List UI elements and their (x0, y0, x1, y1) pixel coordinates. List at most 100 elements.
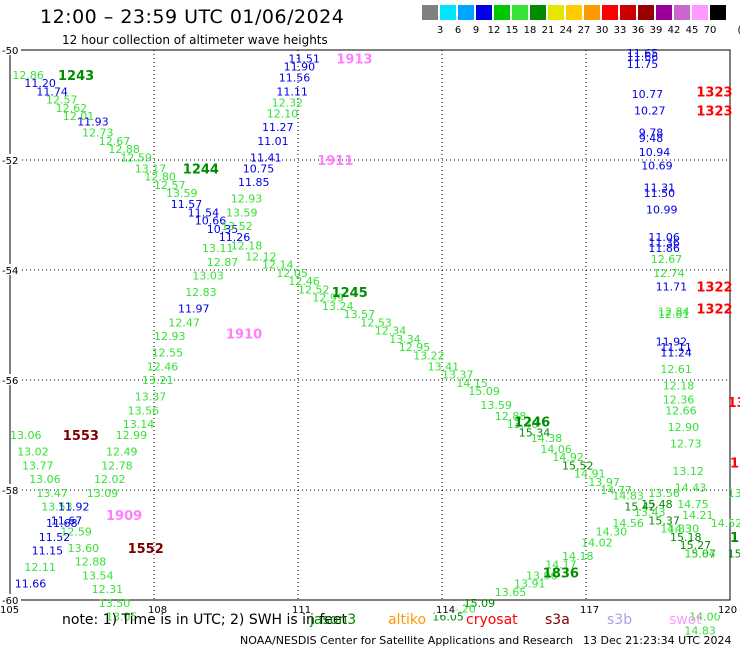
tick-bg (1, 44, 21, 55)
pass-label: 1322 (696, 303, 732, 318)
map-title: 12:00 – 23:59 UTC 01/06/2024 (40, 6, 345, 28)
swh-value: 12.80 (144, 171, 176, 184)
swh-value: 11.66 (627, 51, 659, 64)
lon-tick-label: 108 (148, 605, 167, 616)
pass-label: 1910 (226, 327, 262, 342)
swh-value: 13.22 (413, 349, 445, 362)
swh-value: 12.61 (660, 363, 692, 376)
swh-value: 14.75 (677, 498, 709, 511)
legend-tick-label: 9 (472, 25, 480, 36)
swh-value: 11.92 (58, 501, 90, 514)
lon-tick-label: 105 (0, 605, 19, 616)
pass-label: 1244 (183, 162, 219, 177)
swh-value: 14.92 (552, 451, 584, 464)
swh-value: 13.47 (36, 487, 68, 500)
map-subtitle: 12 hour collection of altimeter wave hei… (62, 33, 328, 47)
tick-bg (1, 374, 21, 385)
swh-value: 13.91 (514, 578, 546, 591)
swh-value: 10.27 (634, 105, 666, 118)
satellite-jason3: jason3 (310, 612, 357, 628)
swh-value: 11.11 (276, 85, 308, 98)
swh-value: 14.17 (545, 558, 577, 571)
swh-value: 14.00 (689, 611, 721, 624)
lon-tick-label: 120 (718, 605, 737, 616)
lat-tick-label: -52 (2, 156, 18, 167)
swh-value: 12.74 (653, 267, 685, 280)
swh-value: 12.88 (108, 143, 139, 156)
legend-swatch (422, 5, 438, 20)
swh-value: 14.21 (682, 509, 714, 522)
swh-value: 12.11 (24, 561, 56, 574)
swh-value: 15.34 (519, 426, 551, 439)
swh-value: 11.15 (32, 545, 63, 558)
swh-value: 12.57 (46, 94, 78, 107)
lat-tick-label: -56 (2, 376, 18, 387)
swh-value: 13.96 (526, 569, 558, 582)
swh-value: 12.73 (82, 127, 114, 140)
pass-label: 1321 (728, 396, 740, 411)
legend-swatch (602, 5, 618, 20)
legend-tick-label: 6 (454, 25, 462, 36)
swh-value: 13.03 (192, 270, 224, 283)
swh-value: 13.21 (142, 374, 174, 387)
swh-value: 12.90 (668, 421, 700, 434)
swh-value: 9.48 (639, 132, 664, 145)
swh-value: 10.66 (195, 215, 227, 228)
swh-value: 14.83 (612, 490, 644, 503)
swh-value: 11.24 (660, 347, 692, 360)
swh-value: 11.74 (36, 85, 68, 98)
pass-label: 1243 (58, 69, 94, 84)
tick-bg (1, 594, 21, 605)
pass-label: 1552 (128, 542, 164, 557)
swh-value: 13.59 (226, 206, 258, 219)
tick-bg (435, 604, 457, 615)
legend-tick-label: 36 (631, 25, 645, 36)
swh-value: 15.09 (468, 385, 500, 398)
swh-value: 12.59 (60, 525, 92, 538)
swh-value: 13.05 (106, 611, 138, 624)
legend-swatch (476, 5, 492, 20)
swh-value: 12.59 (120, 151, 151, 164)
tick-bg (579, 604, 601, 615)
satellite-s3b: s3b (607, 612, 633, 628)
swh-value: 12.67 (651, 253, 683, 266)
pass-label: 1322 (696, 281, 732, 296)
swh-value: 13.12 (672, 465, 704, 478)
pass-label: 1836 (543, 567, 579, 582)
swh-value: 11.20 (24, 77, 56, 90)
tick-bg (0, 604, 21, 615)
swh-value: 11.26 (219, 231, 251, 244)
swh-value: 15.09 (464, 597, 496, 610)
swh-value: 11.52 (39, 531, 71, 544)
swh-value: 11.90 (284, 61, 316, 74)
lat-tick-label: -50 (2, 46, 18, 57)
footnote: note: 1) Time is in UTC; 2) SWH is in fe… (62, 612, 348, 628)
swh-value: 14.06 (540, 443, 572, 456)
swh-value: 10.75 (243, 162, 274, 175)
legend-swatch (440, 5, 456, 20)
swh-value: 10.35 (207, 223, 239, 236)
legend-swatch (656, 5, 672, 20)
swh-value: 13.37 (442, 369, 474, 382)
swh-value: 13.06 (10, 429, 42, 442)
pass-label: 1913 (336, 52, 372, 67)
tick-bg (717, 604, 739, 615)
swh-value: 13.43 (634, 506, 666, 519)
swh-value: 14.30 (596, 525, 628, 538)
legend-swatch (692, 5, 708, 20)
swh-value: 13.14 (123, 418, 155, 431)
swh-value: 12.86 (12, 69, 44, 82)
swh-value: 12.12 (245, 250, 277, 263)
swh-value: 12.18 (663, 380, 695, 393)
swh-value: 15.07 (684, 547, 716, 560)
swh-value: 11.75 (627, 58, 659, 71)
swh-value: 14.83 (684, 624, 716, 637)
swh-value: 12.02 (94, 473, 126, 486)
swh-value: 12.78 (101, 459, 133, 472)
legend-swatch (620, 5, 636, 20)
legend-tick-label: 3 (436, 25, 444, 36)
swh-value: 11.56 (279, 72, 311, 85)
legend-swatch (458, 5, 474, 20)
swh-value: 14.77 (600, 484, 632, 497)
